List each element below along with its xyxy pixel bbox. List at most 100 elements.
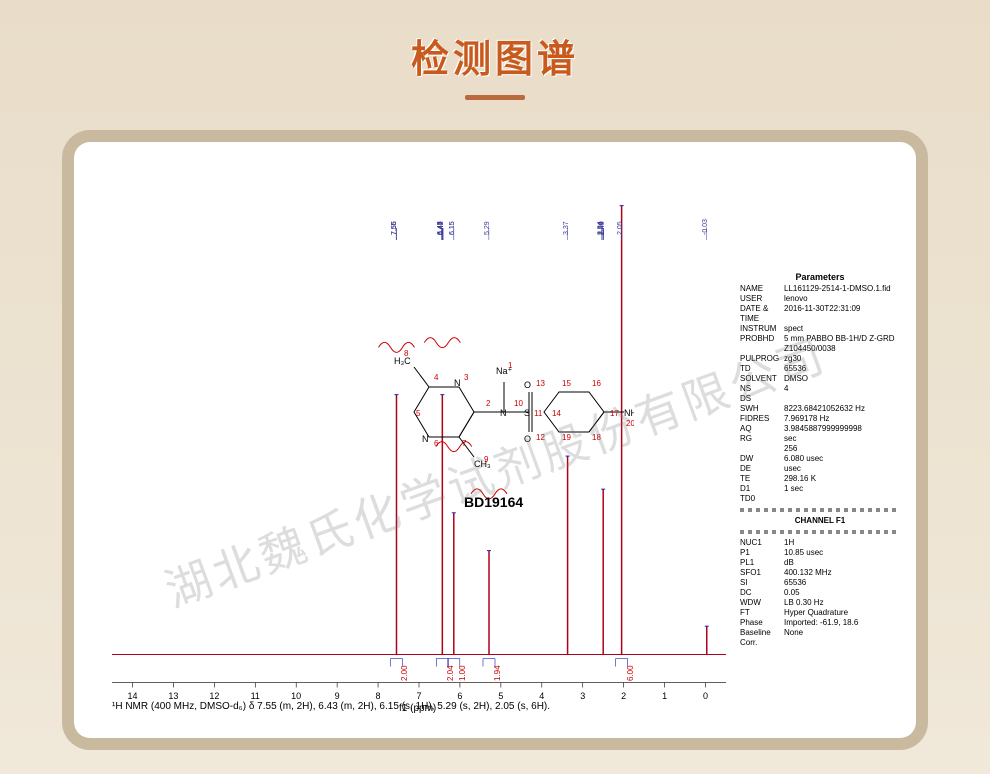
parameter-row: BaselineNone xyxy=(740,628,900,638)
parameter-value: 8223.68421052632 Hz xyxy=(784,404,900,414)
parameter-row: DS xyxy=(740,394,900,404)
parameter-value: 6.080 usec xyxy=(784,454,900,464)
svg-text:12: 12 xyxy=(536,433,545,442)
parameter-value: dB xyxy=(784,558,900,568)
axis-tick: 8 xyxy=(376,691,381,701)
parameter-row: WDWLB 0.30 Hz xyxy=(740,598,900,608)
svg-text:19: 19 xyxy=(562,433,571,442)
molecule-name: BD19164 xyxy=(464,494,523,510)
svg-text:8: 8 xyxy=(404,349,409,358)
integral-value: 2.04 xyxy=(446,665,455,681)
parameter-key: P1 xyxy=(740,548,784,558)
parameter-value: LB 0.30 Hz xyxy=(784,598,900,608)
parameter-value: 256 xyxy=(784,444,900,454)
parameter-key: SOLVENT xyxy=(740,374,784,384)
parameter-key: Phase xyxy=(740,618,784,628)
peak-ppm-label: 5.29 xyxy=(484,221,491,235)
peak-ppm-label: 7.55 xyxy=(391,221,398,235)
svg-text:H₃C: H₃C xyxy=(394,356,411,366)
svg-text:10: 10 xyxy=(514,399,523,408)
svg-text:14: 14 xyxy=(552,409,561,418)
parameter-key: RG xyxy=(740,434,784,444)
parameter-row: D11 sec xyxy=(740,484,900,494)
parameter-value: 10.85 usec xyxy=(784,548,900,558)
svg-text:18: 18 xyxy=(592,433,601,442)
parameter-value: Hyper Quadrature xyxy=(784,608,900,618)
parameter-value xyxy=(784,638,900,648)
parameter-key: SFO1 xyxy=(740,568,784,578)
parameter-row: TE298.16 K xyxy=(740,474,900,484)
parameter-row: PL1dB xyxy=(740,558,900,568)
svg-text:O: O xyxy=(524,380,531,390)
parameter-row: P110.85 usec xyxy=(740,548,900,558)
parameter-value: 5 mm PABBO BB-1H/D Z-GRD Z104450/0038 xyxy=(784,334,900,354)
svg-text:NH₂: NH₂ xyxy=(624,408,634,418)
svg-text:4: 4 xyxy=(434,373,439,382)
svg-text:2: 2 xyxy=(486,399,491,408)
parameter-value: sec xyxy=(784,434,900,444)
parameter-row: NUC11H xyxy=(740,538,900,548)
parameter-key: FIDRES xyxy=(740,414,784,424)
svg-text:S: S xyxy=(524,408,530,418)
molecule-structure: H₃C CH₃ Na⁺ O O S N N N NH₂ 1 2 3 4 5 6 … xyxy=(374,342,634,492)
parameter-value: None xyxy=(784,628,900,638)
parameter-row: PULPROGzg30 xyxy=(740,354,900,364)
parameter-row: TD0 xyxy=(740,494,900,504)
parameter-row: SFO1400.132 MHz xyxy=(740,568,900,578)
parameter-row: 256 xyxy=(740,444,900,454)
parameter-row: SWH8223.68421052632 Hz xyxy=(740,404,900,414)
parameter-row: NAMELL161129-2514-1-DMSO.1.fid xyxy=(740,284,900,294)
parameter-value: 1 sec xyxy=(784,484,900,494)
parameter-row: USERlenovo xyxy=(740,294,900,304)
integral-value: 6.00 xyxy=(626,665,635,681)
parameter-key: Baseline xyxy=(740,628,784,638)
svg-text:3: 3 xyxy=(464,373,469,382)
parameter-value: 0.05 xyxy=(784,588,900,598)
parameter-key: USER xyxy=(740,294,784,304)
parameter-row: DATE & TIME2016-11-30T22:31:09 xyxy=(740,304,900,324)
parameter-value: 65536 xyxy=(784,578,900,588)
nmr-summary-line: ¹H NMR (400 MHz, DMSO-d₆) δ 7.55 (m, 2H)… xyxy=(112,701,550,712)
peak-ppm-label: 6.41 xyxy=(438,221,445,235)
parameter-row: SOLVENTDMSO xyxy=(740,374,900,384)
axis-tick: 13 xyxy=(168,691,178,701)
parameter-key: D1 xyxy=(740,484,784,494)
svg-text:O: O xyxy=(524,434,531,444)
parameter-key: FT xyxy=(740,608,784,618)
parameter-value: zg30 xyxy=(784,354,900,364)
svg-text:17: 17 xyxy=(610,409,619,418)
parameter-key: PROBHD xyxy=(740,334,784,354)
parameter-value: LL161129-2514-1-DMSO.1.fid xyxy=(784,284,900,294)
parameter-key: SWH xyxy=(740,404,784,414)
section-divider xyxy=(740,530,900,534)
parameter-value: usec xyxy=(784,464,900,474)
axis-tick: 2 xyxy=(621,691,626,701)
parameter-row: DEusec xyxy=(740,464,900,474)
peak-ppm-label: 2.49 xyxy=(599,221,606,235)
parameter-key: INSTRUM xyxy=(740,324,784,334)
svg-text:13: 13 xyxy=(536,379,545,388)
axis-tick: 11 xyxy=(251,691,260,701)
parameter-value: lenovo xyxy=(784,294,900,304)
card-outer: 14131211109876543210 f1 (ppm) 7.567.557.… xyxy=(62,130,928,750)
svg-text:16: 16 xyxy=(592,379,601,388)
parameter-key: NAME xyxy=(740,284,784,294)
peak-ppm-label: 3.37 xyxy=(563,221,570,235)
parameter-value: Imported: -61.9, 18.6 xyxy=(784,618,900,628)
parameter-key: DATE & TIME xyxy=(740,304,784,324)
parameter-row: RGsec xyxy=(740,434,900,444)
parameter-key: AQ xyxy=(740,424,784,434)
integral-value: 1.00 xyxy=(458,665,467,681)
axis-tick: 6 xyxy=(457,691,462,701)
parameter-key: PULPROG xyxy=(740,354,784,364)
parameter-value xyxy=(784,494,900,504)
parameter-row: PhaseImported: -61.9, 18.6 xyxy=(740,618,900,628)
parameter-value xyxy=(784,394,900,404)
parameter-key: DC xyxy=(740,588,784,598)
parameter-key: TE xyxy=(740,474,784,484)
svg-text:6: 6 xyxy=(434,439,439,448)
svg-text:5: 5 xyxy=(416,409,421,418)
parameter-row: Corr. xyxy=(740,638,900,648)
svg-text:N: N xyxy=(500,408,507,418)
peak-ppm-label: 2.05 xyxy=(617,221,624,235)
